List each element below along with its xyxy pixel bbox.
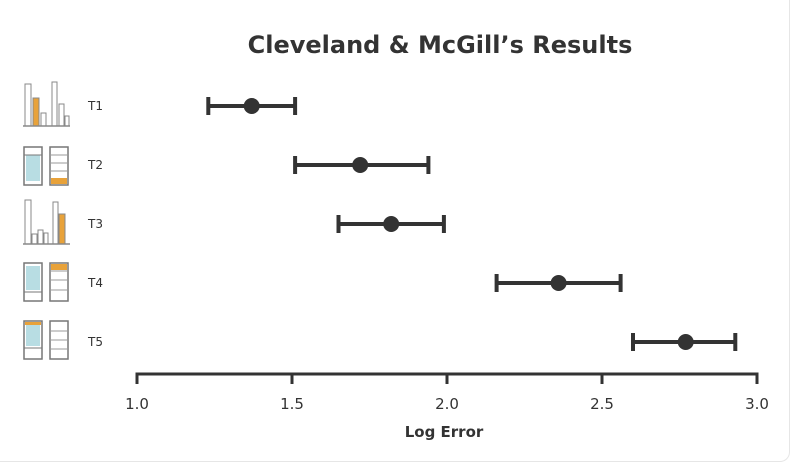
stacked-bar-icon (23, 262, 69, 302)
task-label: T5 (87, 335, 103, 349)
mean-point (243, 98, 260, 114)
task-label: T4 (87, 276, 103, 290)
task-label: T1 (87, 99, 103, 113)
mean-point (550, 275, 567, 291)
x-tick-label: 3.0 (745, 395, 769, 413)
x-tick-label: 2.0 (435, 395, 459, 413)
x-tick-label: 1.0 (125, 395, 149, 413)
x-axis: 1.0 1.5 2.0 2.5 3.0 (125, 372, 769, 413)
mean-point (352, 157, 369, 173)
bar-chart-icon (23, 199, 70, 245)
x-tick-label: 1.5 (280, 395, 304, 413)
chart-title: Cleveland & McGill’s Results (248, 31, 633, 59)
mean-point (383, 216, 400, 232)
stacked-bar-icon (23, 146, 69, 186)
task-label: T3 (87, 217, 103, 231)
x-axis-label: Log Error (405, 423, 484, 441)
x-tick-label: 2.5 (590, 395, 614, 413)
stacked-bar-icon (23, 320, 69, 360)
bar-chart-icon (23, 81, 70, 127)
mean-point (677, 334, 694, 350)
task-label: T2 (87, 158, 103, 172)
task-icons (23, 81, 70, 360)
chart-marks: T1 T2 T3 T4 T5 (87, 97, 738, 351)
chart-frame (0, 0, 790, 462)
